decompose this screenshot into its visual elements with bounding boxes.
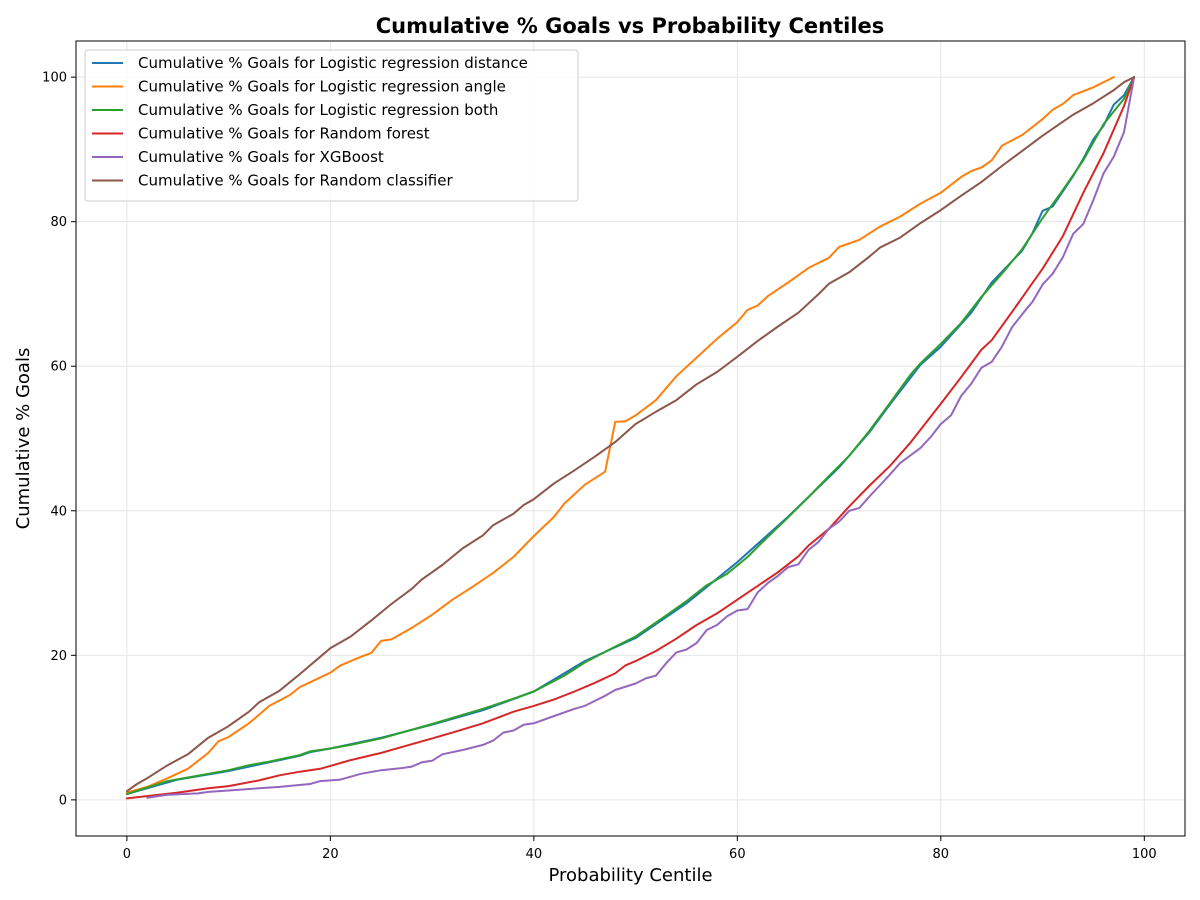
y-tick-label: 40: [50, 504, 67, 519]
y-tick-label: 60: [50, 360, 67, 375]
legend: Cumulative % Goals for Logistic regressi…: [84, 49, 579, 202]
x-tick-label: 20: [322, 847, 339, 862]
y-tick-label: 20: [50, 649, 67, 664]
legend-label: Cumulative % Goals for Logistic regressi…: [138, 54, 528, 72]
series-lines: [125, 76, 1136, 800]
y-tick-label: 100: [42, 71, 67, 86]
y-tick-label: 0: [59, 793, 67, 808]
x-tick-label: 60: [729, 847, 746, 862]
legend-label: Cumulative % Goals for Logistic regressi…: [138, 101, 498, 119]
x-tick-label: 40: [526, 847, 543, 862]
series-line-3: [125, 76, 1136, 796]
x-tick-label: 0: [123, 847, 131, 862]
legend-box: [84, 49, 579, 202]
x-tick-label: 80: [933, 847, 950, 862]
axis-ticks: 0 20 40 60 80 100 0 20 40 60 80 100: [42, 71, 1157, 862]
series-line-5: [146, 76, 1136, 799]
legend-label: Cumulative % Goals for Random forest: [138, 125, 430, 143]
legend-label: Cumulative % Goals for XGBoost: [138, 148, 384, 166]
y-axis-title: Cumulative % Goals: [13, 348, 34, 530]
series-line-6: [125, 76, 1136, 793]
legend-label: Cumulative % Goals for Logistic regressi…: [138, 78, 506, 96]
y-tick-label: 80: [50, 215, 67, 230]
series-line-2: [125, 76, 1115, 794]
chart-title: Cumulative % Goals vs Probability Centil…: [376, 14, 885, 38]
legend-label: Cumulative % Goals for Random classifier: [138, 172, 453, 190]
series-line-4: [125, 76, 1136, 800]
plot-frame: [75, 40, 1186, 837]
x-tick-label: 100: [1132, 847, 1157, 862]
x-axis-title: Probability Centile: [548, 865, 712, 886]
